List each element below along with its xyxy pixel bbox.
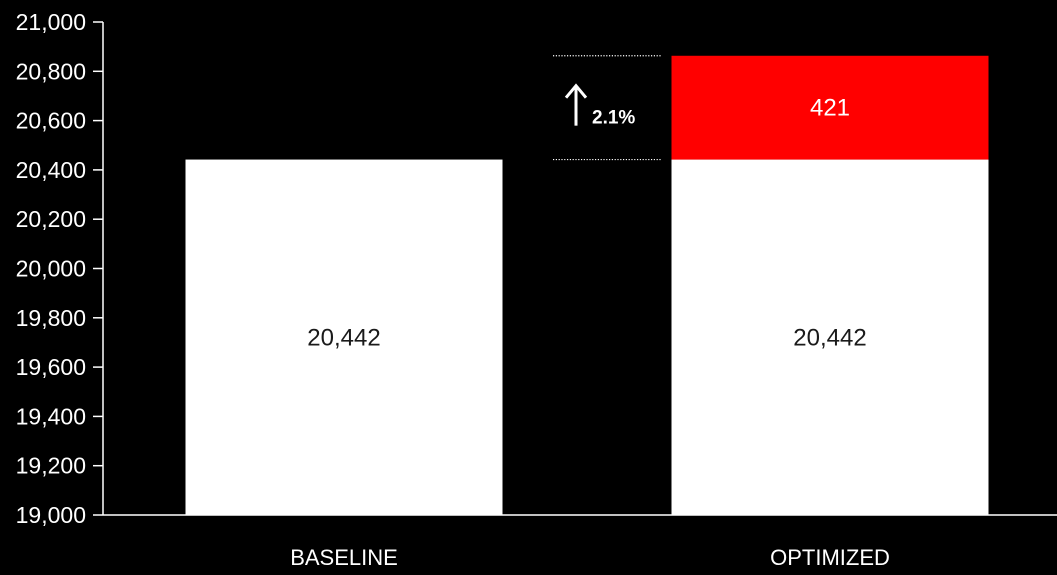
y-tick-label: 20,200 [16, 206, 86, 232]
bar-optimized [671, 159, 989, 515]
y-tick-label: 19,600 [16, 354, 86, 380]
y-tick-label: 19,200 [16, 453, 86, 479]
y-tick-label: 21,000 [16, 9, 86, 35]
percent-change-label: 2.1% [592, 108, 635, 129]
y-tick-label: 19,000 [16, 502, 86, 528]
y-tick-label: 20,400 [16, 157, 86, 183]
y-tick-label: 19,400 [16, 403, 86, 429]
data-label: 421 [810, 95, 850, 122]
y-tick-label: 20,000 [16, 256, 86, 282]
y-tick-label: 20,600 [16, 108, 86, 134]
data-label: 20,442 [307, 324, 380, 351]
x-category-label: BASELINE [290, 545, 398, 570]
bar-increment-optimized [671, 55, 989, 160]
x-category-label: OPTIMIZED [770, 545, 890, 570]
y-tick-label: 20,800 [16, 58, 86, 84]
data-label: 20,442 [793, 324, 866, 351]
y-tick-label: 19,800 [16, 305, 86, 331]
up-arrow-head [564, 83, 588, 99]
up-arrow-icon [564, 83, 588, 126]
bar-baseline [185, 159, 503, 515]
